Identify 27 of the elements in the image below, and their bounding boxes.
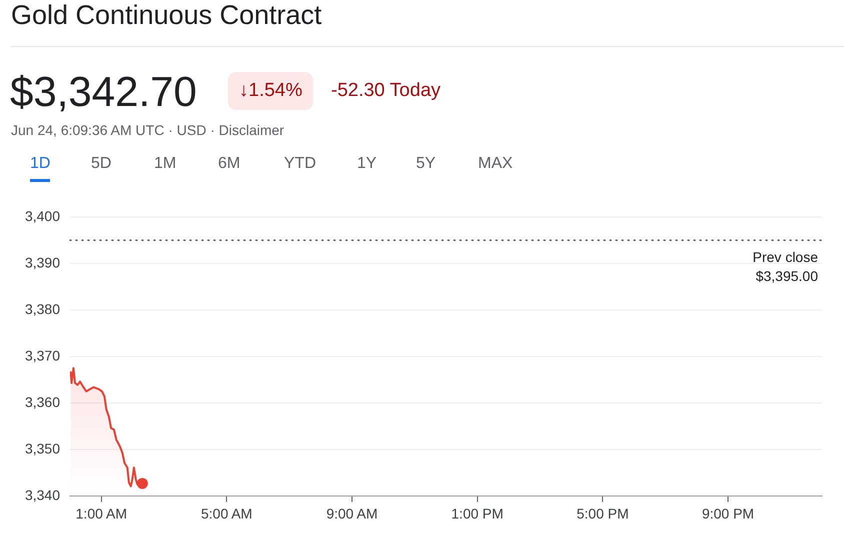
- y-tick-label: 3,360: [24, 394, 60, 410]
- y-tick-label: 3,370: [24, 347, 60, 364]
- text: YTD: [284, 155, 316, 173]
- text: 5D: [91, 155, 112, 173]
- text: 1M: [154, 155, 176, 173]
- text: -52.30 Today: [331, 80, 441, 102]
- y-tick-label: 3,400: [24, 208, 60, 224]
- text: Jun 24, 6:09:36 AM UTC · USD · Disclaimer: [11, 122, 284, 138]
- chart-subtitle: $3,342.70: [10, 68, 197, 116]
- text: 1Y: [357, 155, 377, 173]
- text: 1D: [30, 155, 50, 182]
- text: MAX: [478, 155, 513, 173]
- y-tick-label: 3,390: [24, 254, 60, 270]
- chart-title: Gold Continuous Contract: [11, 0, 322, 31]
- y-tick-label: 3,350: [24, 440, 60, 456]
- text: 6M: [218, 155, 240, 173]
- text: 5Y: [416, 155, 436, 173]
- x-tick-label: 5:00 PM: [576, 505, 629, 522]
- text: ↓1.54%: [228, 72, 314, 110]
- x-tick-label: 9:00 PM: [702, 505, 754, 522]
- y-tick-label: 3,340: [24, 486, 60, 503]
- y-tick-label: 3,380: [24, 300, 60, 317]
- x-tick-label: 1:00 PM: [451, 505, 504, 522]
- ref-line-label: Prev close $3,395.00: [752, 249, 818, 284]
- x-tick-label: 1:00 AM: [76, 505, 128, 522]
- x-tick-label: 5:00 AM: [200, 505, 252, 522]
- x-tick-label: 9:00 AM: [326, 505, 378, 522]
